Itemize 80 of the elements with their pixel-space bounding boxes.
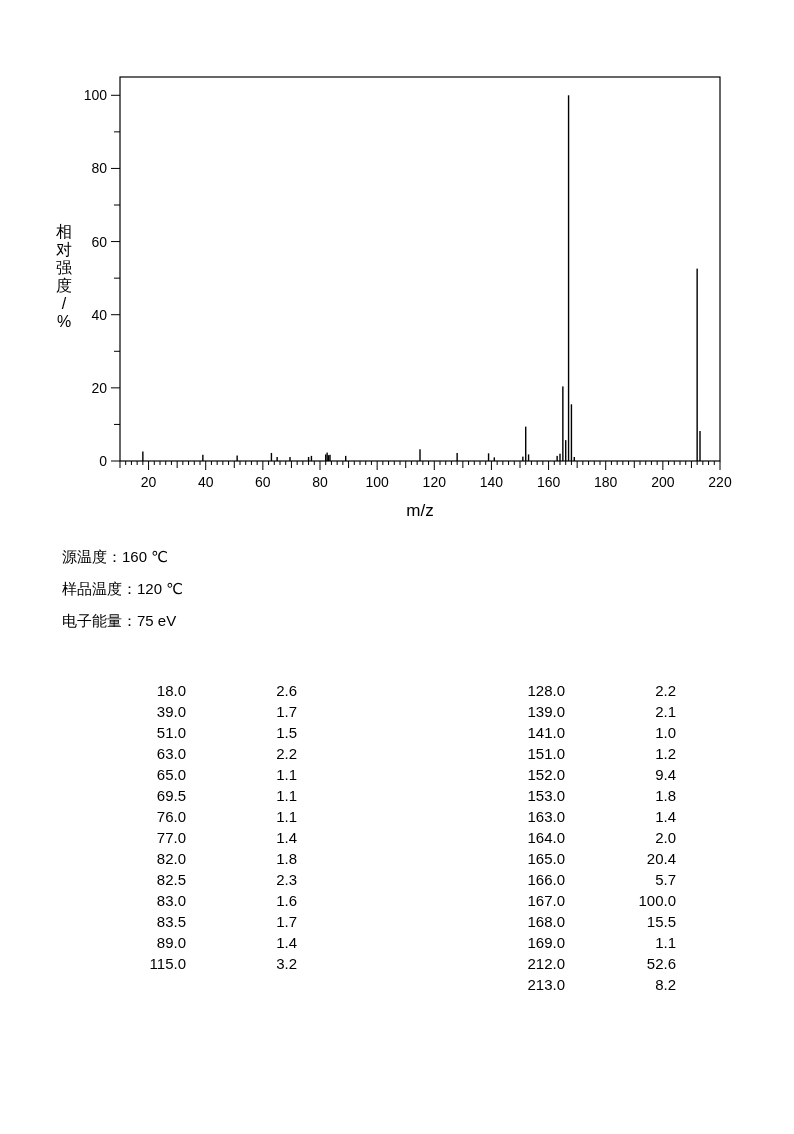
text: 1.4: [276, 934, 297, 951]
y-tick-label: 40: [91, 306, 108, 323]
text: 源温度：160 ℃: [62, 548, 169, 565]
text: 163.0: [527, 808, 565, 825]
text: 1.5: [276, 724, 297, 741]
text: 20.4: [646, 850, 676, 867]
x-tick-label: 40: [197, 474, 214, 490]
x-axis-title: m/z: [406, 501, 434, 520]
text: 100.0: [638, 892, 676, 909]
text: 82.0: [156, 850, 186, 867]
x-tick-label: 20: [140, 474, 157, 490]
text: 83.0: [156, 892, 186, 909]
text: 165.0: [527, 850, 565, 867]
text: 9.4: [655, 766, 676, 783]
text: 2.1: [655, 703, 676, 720]
text: 63.0: [156, 745, 186, 762]
text: 51.0: [156, 724, 186, 741]
text: 213.0: [527, 976, 565, 993]
text: 82.5: [156, 871, 186, 888]
x-tick-label: 160: [536, 474, 561, 490]
text: 152.0: [527, 766, 565, 783]
x-tick-label: 220: [708, 474, 732, 490]
text: 89.0: [156, 934, 186, 951]
text: 83.5: [156, 913, 186, 930]
text: 65.0: [156, 766, 186, 783]
text: 76.0: [156, 808, 186, 825]
text: 1.1: [655, 934, 676, 951]
text: 1.1: [276, 787, 297, 804]
y-tick-label: 20: [91, 379, 108, 396]
y-tick-label: 80: [91, 160, 108, 177]
x-tick-label: 200: [651, 474, 675, 490]
text: 1.8: [655, 787, 676, 804]
text: 1.2: [655, 745, 676, 762]
x-tick-label: 140: [479, 474, 504, 490]
text: 2.3: [276, 871, 297, 888]
text: 52.6: [646, 955, 676, 972]
text: 1.7: [276, 703, 297, 720]
text: 15.5: [646, 913, 676, 930]
text: 139.0: [527, 703, 565, 720]
text: 2.0: [655, 829, 676, 846]
text: 5.7: [655, 871, 676, 888]
text: 1.4: [655, 808, 676, 825]
text: 2.2: [655, 682, 676, 699]
text: 8.2: [655, 976, 676, 993]
text: 1.4: [276, 829, 297, 846]
text: 69.5: [156, 787, 186, 804]
text: 1.7: [276, 913, 297, 930]
text: 2.6: [276, 682, 297, 699]
x-tick-label: 180: [594, 474, 618, 490]
text: 212.0: [527, 955, 565, 972]
text: 164.0: [527, 829, 565, 846]
text: 128.0: [527, 682, 565, 699]
x-tick-label: 100: [365, 474, 390, 490]
text: 样品温度：120 ℃: [62, 580, 184, 597]
text: 141.0: [527, 724, 565, 741]
text: 168.0: [527, 913, 565, 930]
text: 39.0: [156, 703, 186, 720]
text: 电子能量：75 eV: [62, 612, 177, 629]
x-tick-label: 120: [422, 474, 447, 490]
x-tick-label: 80: [312, 474, 328, 490]
text: 115.0: [149, 955, 186, 972]
text: 1.0: [655, 724, 676, 741]
text: 18.0: [156, 682, 186, 699]
text: 167.0: [527, 892, 565, 909]
text: 166.0: [527, 871, 565, 888]
text: 3.2: [276, 955, 297, 972]
text: 1.1: [276, 808, 297, 825]
text: 169.0: [527, 934, 565, 951]
text: 1.1: [276, 766, 297, 783]
text: 1.8: [276, 850, 297, 867]
y-tick-label: 60: [91, 233, 108, 250]
x-tick-label: 60: [255, 474, 271, 490]
text: 151.0: [527, 745, 565, 762]
text: 153.0: [527, 787, 565, 804]
text: 2.2: [276, 745, 297, 762]
y-tick-label: 100: [83, 87, 108, 104]
text: 77.0: [156, 829, 186, 846]
y-axis-title: 相对强度/%: [56, 223, 72, 330]
text: 1.6: [276, 892, 297, 909]
y-tick-label: 0: [99, 453, 108, 469]
